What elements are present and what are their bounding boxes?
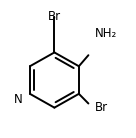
Text: NH₂: NH₂ <box>95 27 118 40</box>
Text: N: N <box>14 93 23 106</box>
Text: Br: Br <box>48 10 61 23</box>
Text: Br: Br <box>95 101 108 114</box>
